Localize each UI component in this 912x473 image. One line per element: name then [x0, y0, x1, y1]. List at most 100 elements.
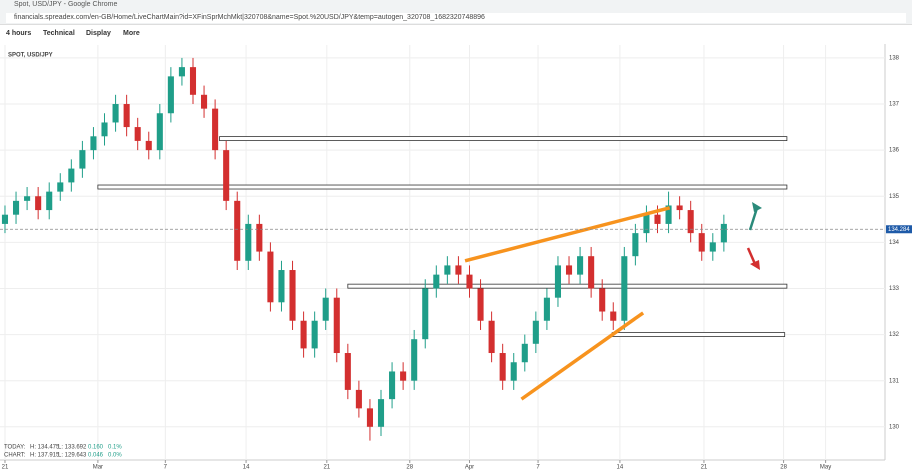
last-price-tag	[886, 225, 912, 234]
candle-body	[256, 223, 263, 252]
y-tick-label: 131	[889, 378, 900, 384]
x-tick-label: 7	[536, 465, 540, 471]
info-low: L: 133.692	[58, 445, 87, 451]
y-tick-label: 132	[889, 332, 900, 338]
candle-body	[79, 150, 86, 169]
x-tick-label: 21	[323, 465, 330, 471]
info-label: TODAY:	[4, 445, 26, 451]
x-tick-label: 28	[780, 465, 787, 471]
candle-body	[477, 288, 484, 321]
up-arrow-head	[752, 202, 762, 212]
info-high: H: 134.475	[30, 445, 60, 451]
x-tick-label: Apr	[465, 465, 474, 471]
y-tick-label: 138	[889, 55, 900, 61]
menu[interactable]: 4 hours	[6, 30, 32, 37]
candle-body	[665, 205, 672, 224]
candle-body	[389, 371, 396, 400]
candle-body	[123, 104, 130, 128]
candle-body	[223, 150, 230, 201]
y-tick-label: 134	[889, 240, 900, 246]
candle-body	[698, 233, 705, 252]
candle-body	[411, 339, 418, 381]
candle-body	[720, 223, 727, 243]
candle-body	[267, 251, 274, 303]
x-tick-label: Mar	[93, 465, 103, 471]
info-high: H: 137.915	[30, 453, 60, 459]
candle-body	[433, 274, 440, 289]
candle-body	[643, 214, 650, 234]
candle-body	[499, 353, 506, 381]
menu[interactable]: Technical	[43, 30, 75, 37]
info-change: 0.046	[88, 453, 104, 459]
candle-body	[554, 265, 562, 298]
candle-body	[46, 191, 53, 211]
candle-body	[466, 274, 473, 289]
level-zone	[219, 136, 788, 142]
candle-body	[156, 113, 163, 151]
candle-body	[577, 256, 584, 275]
candle-body	[610, 311, 617, 321]
candle-body	[687, 210, 694, 234]
candle-body	[12, 200, 20, 215]
candle-body	[278, 270, 285, 303]
candle-body	[355, 389, 362, 409]
y-tick-label: 130	[889, 424, 900, 430]
candle-body	[366, 408, 373, 427]
candle-body	[112, 104, 119, 123]
x-tick-label: 14	[617, 465, 624, 471]
candle-body	[377, 399, 385, 427]
candle-body	[422, 288, 429, 340]
candle-body	[521, 343, 528, 363]
candle-body	[289, 270, 296, 321]
x-tick-label: 28	[406, 465, 413, 471]
menu[interactable]: Display	[86, 30, 111, 37]
candle-body	[68, 168, 75, 183]
info-low: L: 129.643	[58, 453, 87, 459]
candle-body	[234, 200, 241, 261]
info-label: CHART:	[4, 453, 26, 459]
window-title: Spot, USD/JPY - Google Chrome	[14, 1, 118, 8]
x-tick-label: 21	[701, 465, 708, 471]
candle-body	[400, 371, 407, 381]
trend-line	[520, 311, 645, 401]
candle-body	[1, 214, 9, 224]
trend-line	[464, 206, 671, 263]
candle-body	[189, 67, 197, 95]
info-change: 0.160	[88, 445, 104, 451]
candle-body	[709, 242, 716, 252]
up-arrow	[748, 207, 759, 231]
candle-body	[245, 223, 252, 261]
down-arrow-head	[750, 260, 760, 270]
candle-body	[57, 182, 64, 192]
candle-body	[322, 297, 329, 321]
browser-bar: Spot, USD/JPY - Google Chrome financials…	[0, 0, 912, 25]
candle-body	[588, 256, 595, 289]
candle-body	[24, 196, 31, 201]
level-zone	[97, 184, 788, 190]
candle-body	[201, 94, 208, 109]
down-arrow	[746, 247, 757, 265]
last-price-label: 134.284	[888, 227, 910, 233]
y-tick-label: 137	[889, 102, 900, 108]
candle-body	[145, 140, 152, 151]
menu[interactable]: More	[123, 30, 140, 37]
y-tick-label: 136	[889, 148, 900, 154]
x-tick-label: 21	[2, 465, 9, 471]
candle-body	[344, 353, 351, 390]
candle-body	[621, 256, 628, 321]
chart-title: SPOT, USD/JPY	[8, 53, 53, 59]
candle-body	[599, 288, 606, 312]
candle-body	[35, 196, 42, 211]
info-pct: 0.0%	[108, 453, 122, 459]
candle-body	[178, 67, 185, 77]
candle-body	[488, 320, 495, 354]
candle-body	[444, 265, 451, 275]
candle-body	[455, 265, 462, 275]
candle-body	[676, 205, 683, 211]
address-bar[interactable]: financials.spreadex.com/en-GB/Home/LiveC…	[6, 13, 906, 23]
x-tick-label: 14	[243, 465, 250, 471]
candle-body	[311, 320, 318, 349]
candle-body	[543, 297, 550, 321]
